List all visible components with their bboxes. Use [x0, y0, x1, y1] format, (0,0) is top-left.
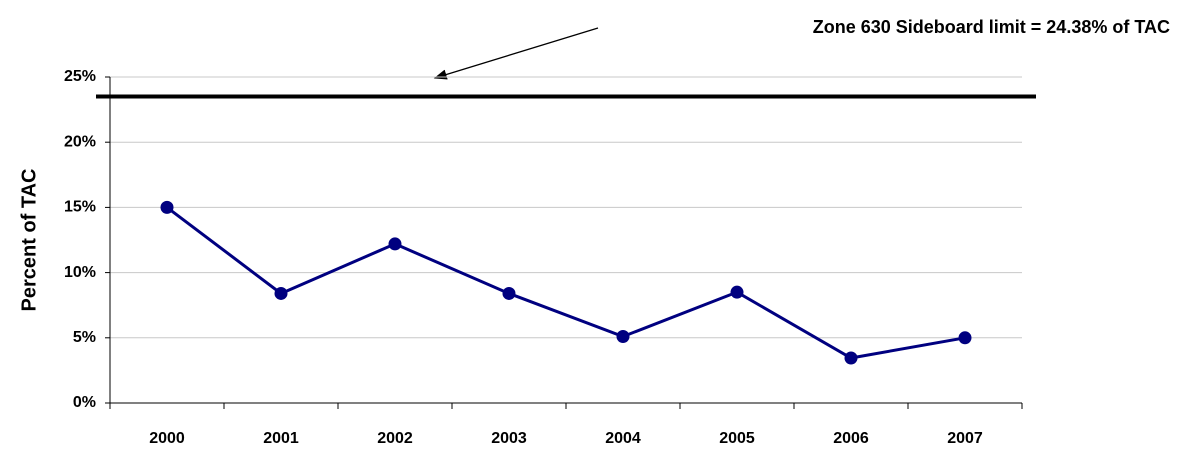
y-tick-label: 15% [64, 199, 96, 216]
y-tick-label: 5% [73, 329, 96, 346]
y-tick-label: 25% [64, 68, 96, 85]
y-tick-label: 20% [64, 133, 96, 150]
annotation-arrow [433, 27, 599, 80]
point [958, 331, 972, 345]
series-line [166, 206, 966, 360]
x-tick-label: 2000 [149, 430, 185, 447]
x-tick-label: 2005 [719, 430, 755, 447]
x-tick-label: 2003 [491, 430, 527, 447]
y-axis-label: Percent of TAC [18, 169, 40, 312]
y-tick-label: 10% [64, 264, 96, 281]
point [616, 329, 630, 343]
x-tick-label: 2006 [833, 430, 869, 447]
point [160, 200, 174, 214]
point [388, 237, 402, 251]
x-tick-label: 2001 [263, 430, 299, 447]
x-tick-label: 2002 [377, 430, 413, 447]
x-tick-label: 2004 [605, 430, 641, 447]
point [502, 286, 516, 300]
x-tick-label: 2007 [947, 430, 983, 447]
point [844, 351, 858, 365]
point [730, 285, 744, 299]
annotation: Zone 630 Sideboard limit = 24.38% of TAC [813, 17, 1170, 37]
point [274, 286, 288, 300]
y-tick-label: 0% [73, 394, 96, 411]
